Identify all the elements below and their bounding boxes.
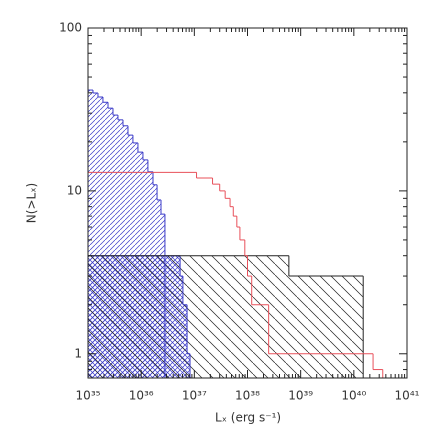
x-tick-label: 10⁴⁰ xyxy=(341,389,366,403)
hatched-area xyxy=(92,92,98,378)
fills xyxy=(88,90,364,379)
hatched-area xyxy=(88,90,93,378)
hatched-area xyxy=(122,125,128,379)
y-axis-title: N(>Lₓ) xyxy=(25,183,39,223)
hatched-area xyxy=(108,108,113,379)
x-axis-title: Lₓ (erg s⁻¹) xyxy=(215,411,281,425)
lines xyxy=(88,89,384,378)
x-tick-label: 10³⁷ xyxy=(182,389,207,403)
hatched-area xyxy=(288,276,364,378)
y-tick-label: 1 xyxy=(74,346,82,360)
y-tick-label: 10 xyxy=(67,183,82,197)
y-tick-label: 100 xyxy=(59,21,82,35)
x-tick-label: 10³⁹ xyxy=(288,389,313,403)
x-tick-label: 10³⁸ xyxy=(235,389,260,403)
hatched-area xyxy=(102,102,109,378)
x-tick-label: 10³⁶ xyxy=(129,389,154,403)
hatched-area xyxy=(117,119,123,378)
x-tick-label: 10³⁵ xyxy=(76,389,101,403)
hatched-area xyxy=(97,97,103,378)
x-tick-label: 10⁴¹ xyxy=(395,389,420,403)
hatched-area xyxy=(88,255,289,378)
hatched-area xyxy=(112,115,118,378)
